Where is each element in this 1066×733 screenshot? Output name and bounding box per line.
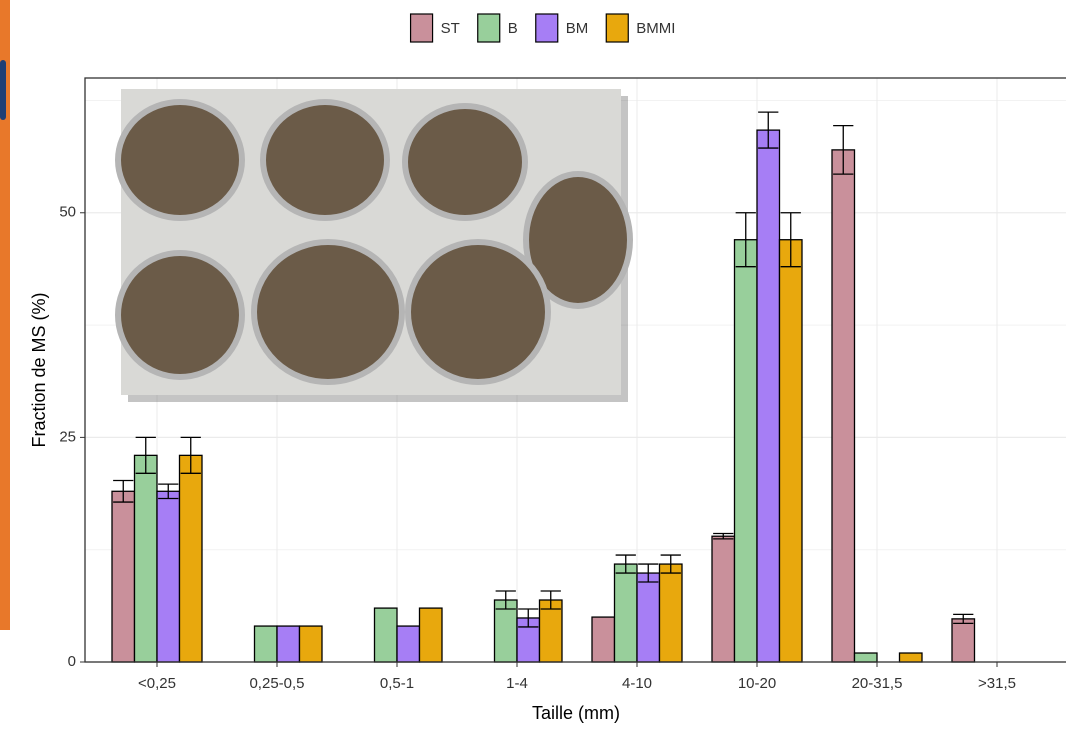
y-tick-label: 50 <box>59 204 76 221</box>
bar <box>180 455 203 662</box>
x-tick-label: >31,5 <box>978 675 1016 692</box>
legend-swatch <box>478 14 500 42</box>
bar <box>135 455 158 662</box>
bar <box>780 240 803 662</box>
bar <box>277 626 300 662</box>
bar <box>300 626 323 662</box>
legend-label: BM <box>566 20 589 37</box>
legend-swatch <box>606 14 628 42</box>
legend-item: BMMI <box>606 14 675 42</box>
bar <box>832 150 855 662</box>
legend-label: ST <box>441 20 460 37</box>
x-tick-label: 0,25-0,5 <box>249 675 304 692</box>
legend-item: B <box>478 14 518 42</box>
bar <box>855 653 878 662</box>
legend-label: B <box>508 20 518 37</box>
bar <box>900 653 923 662</box>
bar <box>420 608 443 662</box>
bar <box>592 617 615 662</box>
y-tick-label: 0 <box>68 653 76 670</box>
bar <box>712 536 735 662</box>
page: {"chart_data": {"type": "bar", "x_label"… <box>0 0 1066 728</box>
bar <box>637 573 660 662</box>
y-axis-title: Fraction de MS (%) <box>29 292 49 447</box>
bar <box>952 619 975 662</box>
x-tick-label: 4-10 <box>622 675 652 692</box>
bar <box>375 608 398 662</box>
bar <box>615 564 638 662</box>
legend-swatch <box>411 14 433 42</box>
bar <box>757 130 780 662</box>
legend-item: BM <box>536 14 589 42</box>
bar <box>112 491 135 662</box>
legend-item: ST <box>411 14 460 42</box>
x-tick-label: 20-31,5 <box>852 675 903 692</box>
legend-swatch <box>536 14 558 42</box>
bar <box>397 626 420 662</box>
bar <box>660 564 683 662</box>
x-tick-label: 10-20 <box>738 675 776 692</box>
bar <box>157 491 180 662</box>
legend: ST B BM BMMI <box>411 14 676 42</box>
chart: 0 25 50 <0,25 0,25-0,5 0,5-1 1-4 4-10 10-20 20-31… <box>0 0 1066 728</box>
side-tab <box>0 60 6 120</box>
bar <box>735 240 758 662</box>
x-tick-label: <0,25 <box>138 675 176 692</box>
x-tick-label: 1-4 <box>506 675 528 692</box>
bar <box>255 626 278 662</box>
y-tick-label: 25 <box>59 428 76 445</box>
x-axis-title: Taille (mm) <box>532 703 620 723</box>
inset-photo <box>118 89 630 402</box>
x-tick-label: 0,5-1 <box>380 675 414 692</box>
legend-label: BMMI <box>636 20 675 37</box>
